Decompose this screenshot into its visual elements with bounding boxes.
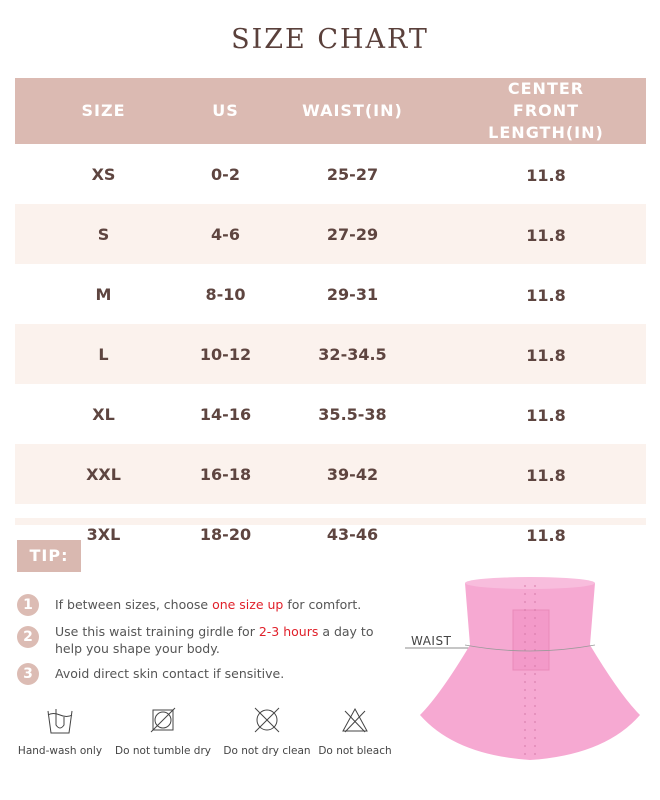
cell-waist: 35.5-38 <box>318 404 387 424</box>
cell-us: 16-18 <box>192 444 259 504</box>
care-item: Do not dry clean <box>217 705 317 757</box>
cell-size: XS <box>91 164 116 184</box>
tip-text: If between sizes, choose one size up for… <box>55 596 400 613</box>
cell-length: 11.8 <box>446 204 646 264</box>
cell-us: 10-12 <box>192 324 259 384</box>
care-item: Do not tumble dry <box>113 705 213 757</box>
tip-text-post: for comfort. <box>283 597 362 612</box>
tip-text-pre: Avoid direct skin contact if sensitive. <box>55 666 285 681</box>
tip-highlight: 2-3 hours <box>258 624 319 639</box>
no-tumble-dry-icon <box>150 707 176 733</box>
tip-item: 1 If between sizes, choose one size up fo… <box>17 594 400 616</box>
tip-item: 2 Use this waist training girdle for 2-3 … <box>17 623 400 657</box>
table-row: L 10-12 32-34.5 11.8 <box>15 324 646 384</box>
number-badge: 1 <box>17 594 39 616</box>
waist-label: WAIST <box>411 634 452 648</box>
table-row: XS 0-2 25-27 11.8 <box>15 144 646 204</box>
cell-waist: 29-31 <box>326 284 379 304</box>
table-row: 3XL 18-20 43-46 11.8 <box>15 504 646 564</box>
care-label: Do not bleach <box>318 745 392 757</box>
col-us: US <box>192 78 259 144</box>
cell-size: XL <box>92 404 115 424</box>
waist-girdle-image <box>405 577 640 760</box>
hand-wash-icon <box>47 709 73 734</box>
cell-size: L <box>15 324 192 384</box>
table-row: S 4-6 27-29 11.8 <box>15 204 646 264</box>
number-badge: 3 <box>17 663 39 685</box>
tip-highlight: one size up <box>212 597 284 612</box>
care-item: Do not bleach <box>305 705 405 757</box>
cell-waist: 32-34.5 <box>259 324 446 384</box>
care-label: Do not dry clean <box>223 745 311 757</box>
cell-length: 11.8 <box>526 406 566 425</box>
table-bottom-strip <box>15 518 646 525</box>
cell-length: 11.8 <box>526 166 566 185</box>
page-title: SIZE CHART <box>231 24 429 55</box>
care-label: Do not tumble dry <box>115 745 211 757</box>
cell-size: XXL <box>15 444 192 504</box>
tip-text: Avoid direct skin contact if sensitive. <box>55 665 400 682</box>
cell-us: 0-2 <box>211 164 240 184</box>
cell-size: 3XL <box>86 524 121 544</box>
cell-length: 11.8 <box>526 286 566 305</box>
cell-size: S <box>15 204 192 264</box>
table-header: SIZE US WAIST(IN) CENTER FRONT LENGTH(IN… <box>15 78 646 144</box>
table-row: M 8-10 29-31 11.8 <box>15 264 646 324</box>
cell-waist: 27-29 <box>259 204 446 264</box>
no-bleach-icon <box>342 707 368 733</box>
cell-length: 11.8 <box>446 324 646 384</box>
tip-item: 3 Avoid direct skin contact if sensitive. <box>17 663 400 685</box>
cell-us: 14-16 <box>199 404 252 424</box>
tip-text-pre: If between sizes, choose <box>55 597 213 612</box>
cell-length: 11.8 <box>446 444 646 504</box>
tip-text: Use this waist training girdle for 2-3 h… <box>55 623 400 657</box>
tip-label: TIP: <box>17 540 81 572</box>
cell-waist: 43-46 <box>326 524 379 544</box>
cell-waist: 25-27 <box>326 164 379 184</box>
care-label: Hand-wash only <box>17 745 103 757</box>
no-dry-clean-icon <box>254 707 280 733</box>
col-length: CENTER FRONT LENGTH(IN) <box>446 78 646 144</box>
table-row: XL 14-16 35.5-38 11.8 <box>15 384 646 444</box>
cell-waist: 39-42 <box>259 444 446 504</box>
tip-text-pre: Use this waist training girdle for <box>55 624 259 639</box>
table-row: XXL 16-18 39-42 11.8 <box>15 444 646 504</box>
cell-length: 11.8 <box>526 526 566 545</box>
col-size: SIZE <box>15 78 192 144</box>
number-badge: 2 <box>17 626 39 648</box>
cell-us: 8-10 <box>205 284 246 304</box>
cell-us: 18-20 <box>199 524 252 544</box>
col-waist: WAIST(IN) <box>259 78 446 144</box>
cell-us: 4-6 <box>192 204 259 264</box>
tip-text-post: a day to help you shape your body. <box>55 624 374 656</box>
care-item: Hand-wash only <box>10 705 110 757</box>
size-table: SIZE US WAIST(IN) CENTER FRONT LENGTH(IN… <box>15 78 646 564</box>
cell-size: M <box>95 284 112 304</box>
